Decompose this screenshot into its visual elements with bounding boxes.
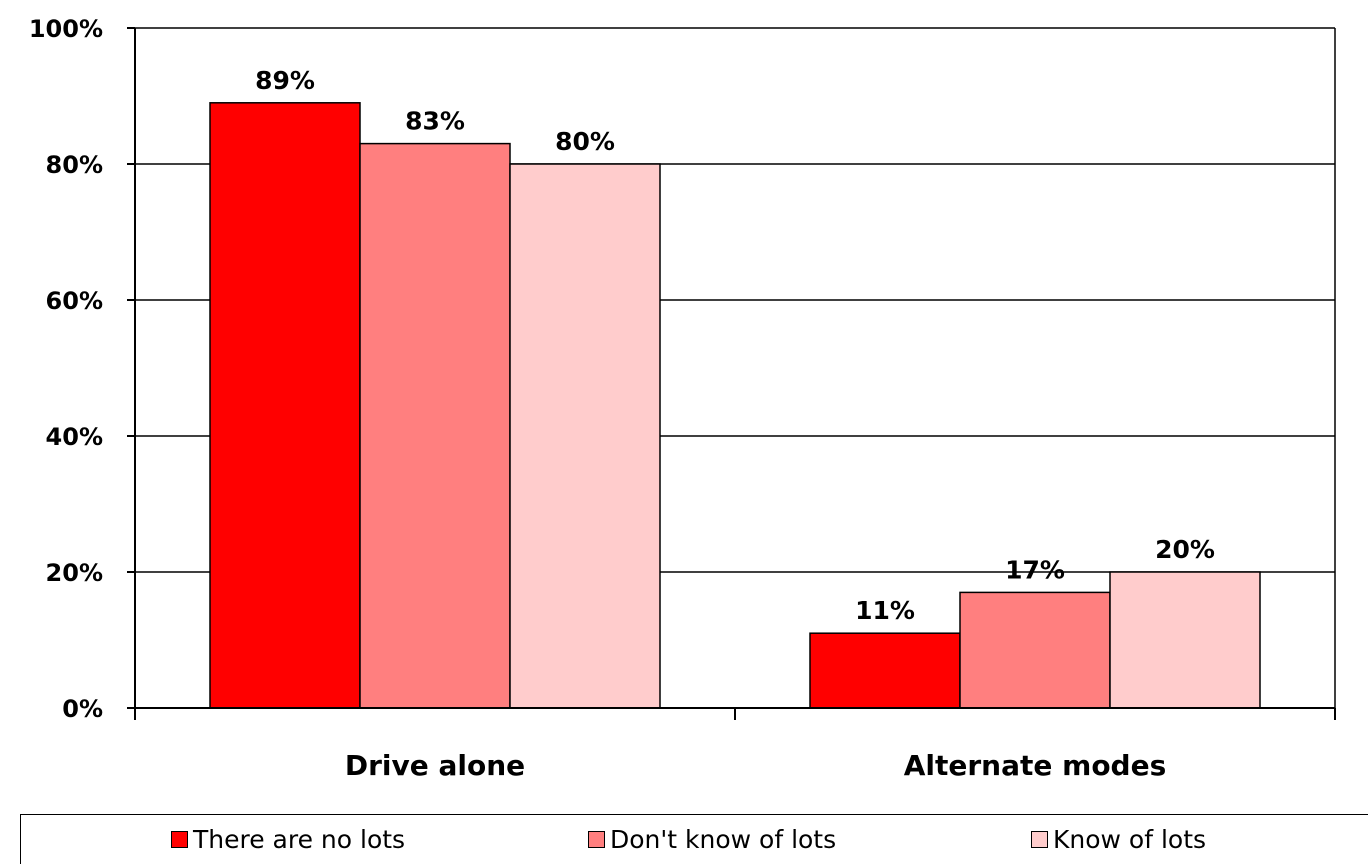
y-tick-label: 40% xyxy=(46,423,103,451)
legend-item-dont-know-of-lots: Don't know of lots xyxy=(588,825,836,854)
y-tick-label: 0% xyxy=(62,695,103,723)
y-tick-label: 100% xyxy=(29,15,103,43)
axes xyxy=(127,27,1336,720)
y-tick-label: 20% xyxy=(46,559,103,587)
bar xyxy=(959,591,1111,709)
legend-label: There are no lots xyxy=(193,825,406,854)
labels: 0% 20% 40% 60% 80% 100% 89% 83% 80% Drive alone 11… xyxy=(29,15,1215,782)
data-label: 17% xyxy=(1005,555,1065,584)
bars xyxy=(209,102,1261,709)
legend-item-there-are-no-lots: There are no lots xyxy=(171,825,405,854)
legend-item-know-of-lots: Know of lots xyxy=(1031,825,1206,854)
legend-label: Don't know of lots xyxy=(610,825,837,854)
data-label: 20% xyxy=(1155,535,1215,564)
x-category-label: Drive alone xyxy=(345,749,525,782)
bar xyxy=(509,163,661,709)
y-tick-label: 60% xyxy=(46,287,103,315)
data-label: 11% xyxy=(855,596,915,625)
legend-swatch-pink xyxy=(1031,831,1048,848)
legend-swatch-red xyxy=(171,831,188,848)
legend: There are no lots Don't know of lots Kno… xyxy=(20,814,1368,864)
y-tick-label: 80% xyxy=(46,151,103,179)
bar xyxy=(209,102,361,709)
legend-swatch-salmon xyxy=(588,831,605,848)
x-category-label: Alternate modes xyxy=(904,749,1167,782)
data-label: 89% xyxy=(255,66,315,95)
bar xyxy=(1109,571,1261,709)
bar xyxy=(809,632,961,709)
data-label: 80% xyxy=(555,127,615,156)
data-label: 83% xyxy=(405,107,465,136)
legend-label: Know of lots xyxy=(1053,825,1207,854)
bar xyxy=(359,142,511,709)
